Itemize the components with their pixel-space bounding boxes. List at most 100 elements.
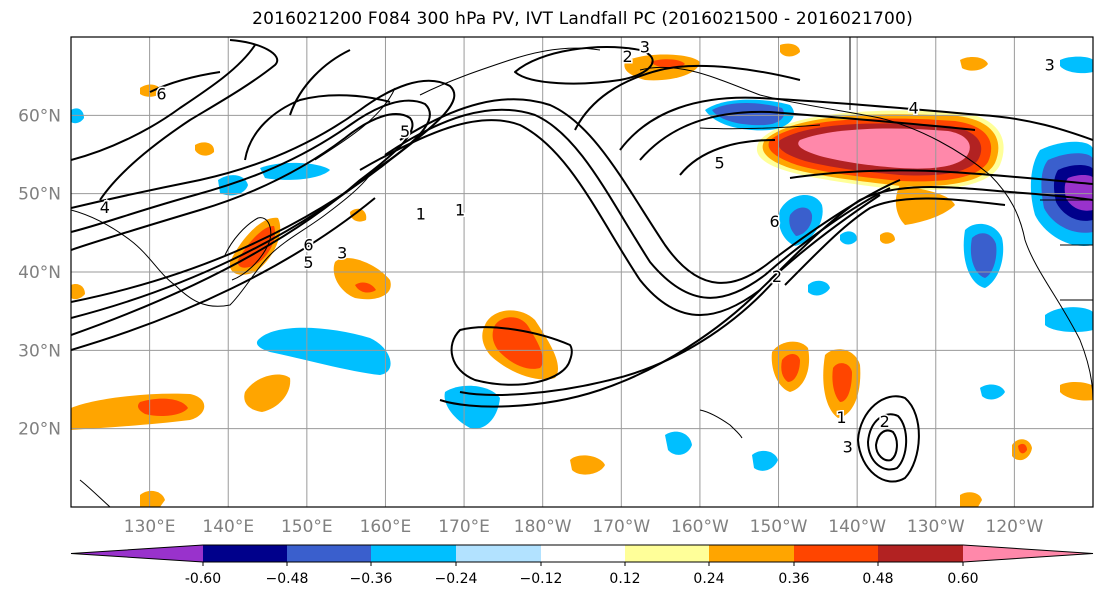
contour-label: 5 [714, 153, 724, 172]
contour-label: 6 [156, 84, 166, 103]
contour-label: 3 [640, 37, 650, 56]
ivt-negative-region [665, 431, 692, 455]
pv-contour [399, 98, 901, 284]
coastline-asia [71, 174, 371, 307]
colorbar-cell [203, 545, 287, 562]
contour-label: 5 [303, 253, 313, 272]
lon-tick-label: 130°W [907, 517, 965, 537]
ivt-positive-region [355, 282, 376, 293]
ivt-positive-region [960, 492, 982, 507]
map-frame [70, 36, 1094, 508]
pv-contour [450, 326, 573, 386]
lon-tick-label: 140°W [828, 517, 886, 537]
ivt-negative-region [752, 450, 778, 471]
longitude-labels: 130°E 140°E 150°E 160°E 170°E 180°W 170°W 160°W… [124, 517, 1044, 537]
pv-contour [149, 71, 221, 93]
ivt-positive-region [832, 363, 852, 402]
pv-contour [71, 79, 456, 303]
ivt-positive-region [650, 59, 685, 69]
ivt-positive-region [140, 490, 165, 507]
pv-contours [71, 39, 1093, 483]
pv-contour [71, 44, 256, 161]
pv-contour [71, 113, 414, 336]
coastline-japan [224, 217, 272, 281]
contour-label: 4 [100, 198, 110, 217]
colorbar-cell [625, 545, 709, 562]
ivt-positive-region [333, 258, 391, 300]
coastline-alaska [639, 66, 1093, 401]
ivt-negative-region [808, 280, 830, 296]
ivt-negative-region [980, 384, 1005, 400]
lon-tick-label: 170°W [592, 517, 650, 537]
latitude-labels: 60°N 50°N 40°N 30°N 20°N [18, 106, 61, 439]
pv-contour [514, 45, 654, 85]
ivt-positive-region [781, 354, 800, 382]
pv-contour [639, 110, 976, 161]
contour-label: 1 [416, 204, 426, 223]
coastlines [71, 37, 1093, 507]
colorbar-cell [794, 545, 878, 562]
pv-contour [71, 99, 431, 319]
ivt-negative-region [444, 385, 500, 429]
pv-contour [384, 108, 891, 299]
lat-tick-label: 30°N [18, 341, 61, 361]
lat-tick-label: 40°N [18, 263, 61, 283]
contour-label: 3 [843, 438, 853, 457]
pv-contour [99, 39, 279, 201]
colorbar-tick-label: −0.12 [520, 571, 563, 587]
pv-contour [459, 279, 776, 396]
lon-tick-label: 180°W [514, 517, 572, 537]
coastline-aleutians [699, 124, 821, 130]
ivt-positive-region [780, 43, 800, 57]
pv-contour [769, 186, 1093, 281]
ivt-positive-region [960, 56, 988, 71]
lon-tick-label: 170°E [438, 517, 490, 537]
lat-tick-label: 60°N [18, 106, 61, 126]
colorbar-tick-label: −0.48 [266, 571, 309, 587]
lon-tick-label: 150°W [750, 517, 808, 537]
contour-label: 1 [836, 408, 846, 427]
lat-tick-label: 50°N [18, 185, 61, 205]
lat-tick-label: 20°N [18, 420, 61, 440]
ivt-negative-region [970, 233, 997, 278]
colorbar-cell [71, 545, 203, 562]
lon-tick-label: 140°E [202, 517, 254, 537]
coastline-kamchatka [314, 87, 396, 161]
lon-tick-label: 130°E [124, 517, 176, 537]
lon-tick-label: 150°E [281, 517, 333, 537]
ivt-positive-region [1018, 443, 1027, 454]
contour-label: 2 [772, 267, 782, 286]
colorbar-tick-label: -0.60 [185, 571, 221, 587]
ivt-positive-region [350, 208, 367, 222]
pv-contour [574, 64, 801, 131]
coastline-ne-asia [419, 47, 601, 96]
ivt-positive-region [570, 455, 605, 475]
ivt-negative-region [840, 231, 858, 245]
ivt-negative-region [1060, 56, 1093, 74]
colorbar-tick-label: 0.36 [778, 571, 809, 587]
contour-label: 6 [770, 212, 780, 231]
pv-contour [439, 289, 761, 408]
pv-contour [359, 119, 881, 316]
ivt-positive-region [895, 185, 955, 225]
contour-label: 2 [880, 412, 890, 431]
pv-contour [875, 429, 898, 462]
colorbar-cell [456, 545, 541, 562]
colorbar-cell [287, 545, 371, 562]
contour-label: 1 [455, 200, 465, 219]
ivt-positive-region [244, 374, 291, 412]
ivt-positive-region [492, 317, 543, 369]
contour-label: 6 [303, 236, 313, 255]
colorbar-cell [709, 545, 794, 562]
colorbar-tick-label: 0.48 [862, 571, 893, 587]
pv-contour [867, 413, 908, 471]
coastline-canada [849, 37, 1093, 301]
colorbar-tick-label: 0.60 [947, 571, 978, 587]
ivt-negative-region [256, 327, 391, 375]
ivt-positive-region [1060, 382, 1093, 401]
contour-label: 5 [400, 122, 410, 141]
contour-label: 3 [337, 243, 347, 262]
contour-label: 2 [623, 47, 633, 66]
pv-contour [784, 197, 1006, 286]
ivt-positive-region [137, 398, 188, 416]
